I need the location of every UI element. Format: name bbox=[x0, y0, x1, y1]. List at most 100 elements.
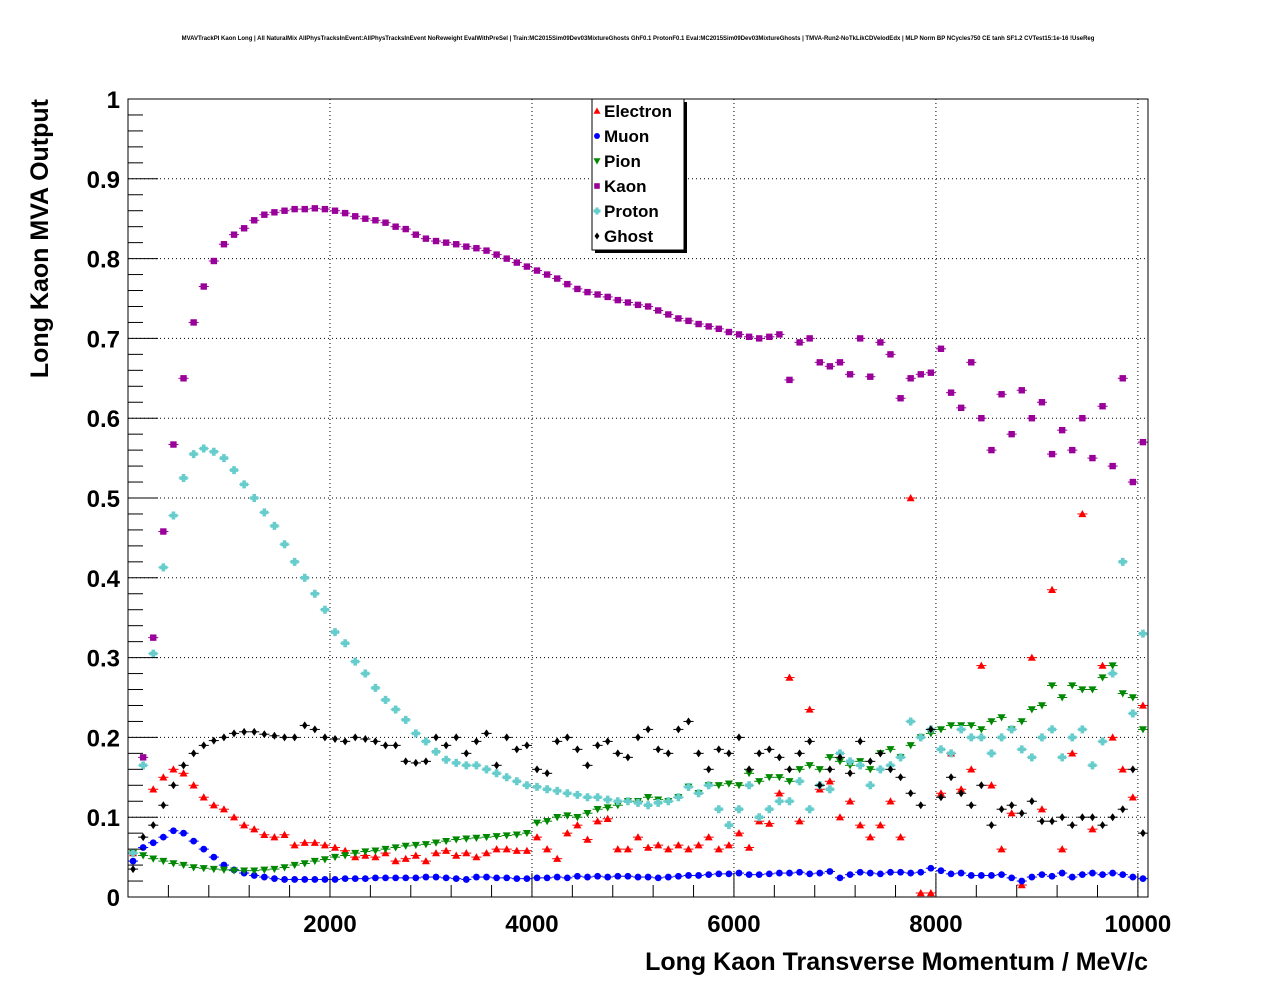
muon-point bbox=[432, 873, 440, 881]
electron-point bbox=[795, 817, 804, 825]
proton-point bbox=[724, 821, 733, 830]
proton-point bbox=[846, 757, 855, 766]
proton-point bbox=[502, 773, 511, 782]
ghost-point bbox=[423, 757, 429, 766]
muon-point bbox=[402, 874, 410, 882]
kaon-point bbox=[846, 371, 854, 378]
muon-point bbox=[483, 873, 490, 881]
ghost-point bbox=[160, 801, 167, 810]
ghost-point bbox=[705, 765, 712, 774]
proton-point bbox=[310, 589, 319, 598]
ghost-point bbox=[130, 865, 136, 874]
kaon-point bbox=[220, 241, 228, 248]
series-pion bbox=[128, 662, 1148, 875]
electron-point bbox=[967, 765, 976, 773]
ghost-point bbox=[625, 753, 631, 762]
ghost-point bbox=[574, 745, 581, 754]
kaon-point bbox=[513, 259, 521, 266]
ghost-point bbox=[402, 757, 409, 766]
electron-point bbox=[724, 841, 733, 849]
pion-point bbox=[1048, 682, 1057, 690]
electron-point bbox=[250, 825, 259, 833]
muon-point bbox=[351, 875, 359, 883]
proton-point bbox=[260, 508, 269, 517]
pion-point bbox=[1118, 690, 1127, 698]
muon-point bbox=[856, 868, 864, 876]
pion-point bbox=[553, 814, 562, 822]
muon-point bbox=[866, 869, 874, 877]
ghost-point bbox=[665, 749, 672, 758]
proton-point bbox=[563, 789, 572, 798]
muon-point bbox=[533, 874, 541, 882]
muon-point bbox=[311, 876, 319, 883]
ghost-point bbox=[372, 737, 379, 746]
pion-point bbox=[280, 864, 289, 872]
pion-point bbox=[926, 730, 935, 738]
kaon-point bbox=[816, 359, 823, 366]
kaon-point bbox=[927, 369, 935, 376]
proton-point bbox=[623, 797, 632, 806]
kaon-point bbox=[554, 275, 561, 282]
ghost-point bbox=[998, 805, 1005, 814]
muon-point bbox=[1119, 871, 1127, 879]
proton-point bbox=[553, 786, 562, 795]
series-electron bbox=[128, 494, 1148, 897]
muon-point bbox=[846, 871, 854, 879]
kaon-point bbox=[755, 335, 763, 342]
electron-point bbox=[694, 841, 703, 849]
electron-point bbox=[391, 857, 400, 865]
kaon-point bbox=[715, 325, 722, 333]
ghost-point bbox=[140, 833, 146, 842]
proton-point bbox=[270, 521, 279, 530]
proton-point bbox=[199, 444, 208, 453]
muon-point bbox=[493, 874, 501, 882]
ghost-point bbox=[837, 753, 843, 762]
pion-point bbox=[432, 839, 441, 847]
pion-point bbox=[492, 833, 501, 841]
kaon-point bbox=[614, 296, 622, 304]
ghost-point bbox=[776, 753, 783, 762]
proton-point bbox=[967, 733, 976, 742]
legend-marker-muon bbox=[594, 133, 600, 139]
ghost-point bbox=[1049, 817, 1055, 826]
proton-point bbox=[634, 798, 642, 807]
electron-point bbox=[240, 821, 249, 829]
electron-point bbox=[199, 793, 208, 801]
muon-point bbox=[372, 874, 379, 882]
ghost-point bbox=[1099, 821, 1106, 830]
proton-point bbox=[290, 557, 299, 566]
pion-point bbox=[1037, 702, 1046, 710]
pion-point bbox=[1058, 694, 1067, 702]
kaon-point bbox=[745, 333, 753, 341]
proton-point bbox=[825, 785, 834, 794]
kaon-point bbox=[1058, 426, 1066, 434]
y-tick-label: 0.5 bbox=[87, 486, 120, 513]
kaon-point bbox=[634, 301, 642, 309]
proton-point bbox=[250, 494, 259, 503]
electron-point bbox=[886, 797, 895, 805]
ghost-point bbox=[897, 773, 904, 782]
muon-point bbox=[897, 868, 904, 876]
muon-point bbox=[331, 876, 339, 883]
electron-point bbox=[644, 843, 653, 851]
kaon-point bbox=[210, 257, 218, 265]
pion-point bbox=[522, 829, 531, 838]
electron-point bbox=[1078, 509, 1087, 518]
ghost-point bbox=[534, 765, 540, 774]
electron-point bbox=[290, 841, 299, 849]
pion-point bbox=[765, 774, 774, 782]
ghost-point bbox=[190, 749, 197, 758]
proton-point bbox=[734, 805, 743, 814]
proton-point bbox=[997, 733, 1006, 742]
electron-point bbox=[1138, 701, 1147, 709]
proton-point bbox=[1118, 557, 1127, 566]
proton-point bbox=[916, 733, 925, 742]
kaon-point bbox=[907, 375, 914, 382]
kaon-point bbox=[1028, 415, 1036, 422]
proton-point bbox=[512, 777, 521, 786]
muon-point bbox=[392, 874, 400, 882]
electron-point bbox=[745, 843, 754, 851]
electron-point bbox=[613, 845, 622, 853]
proton-point bbox=[654, 798, 663, 807]
legend-label-electron: Electron bbox=[604, 102, 672, 121]
